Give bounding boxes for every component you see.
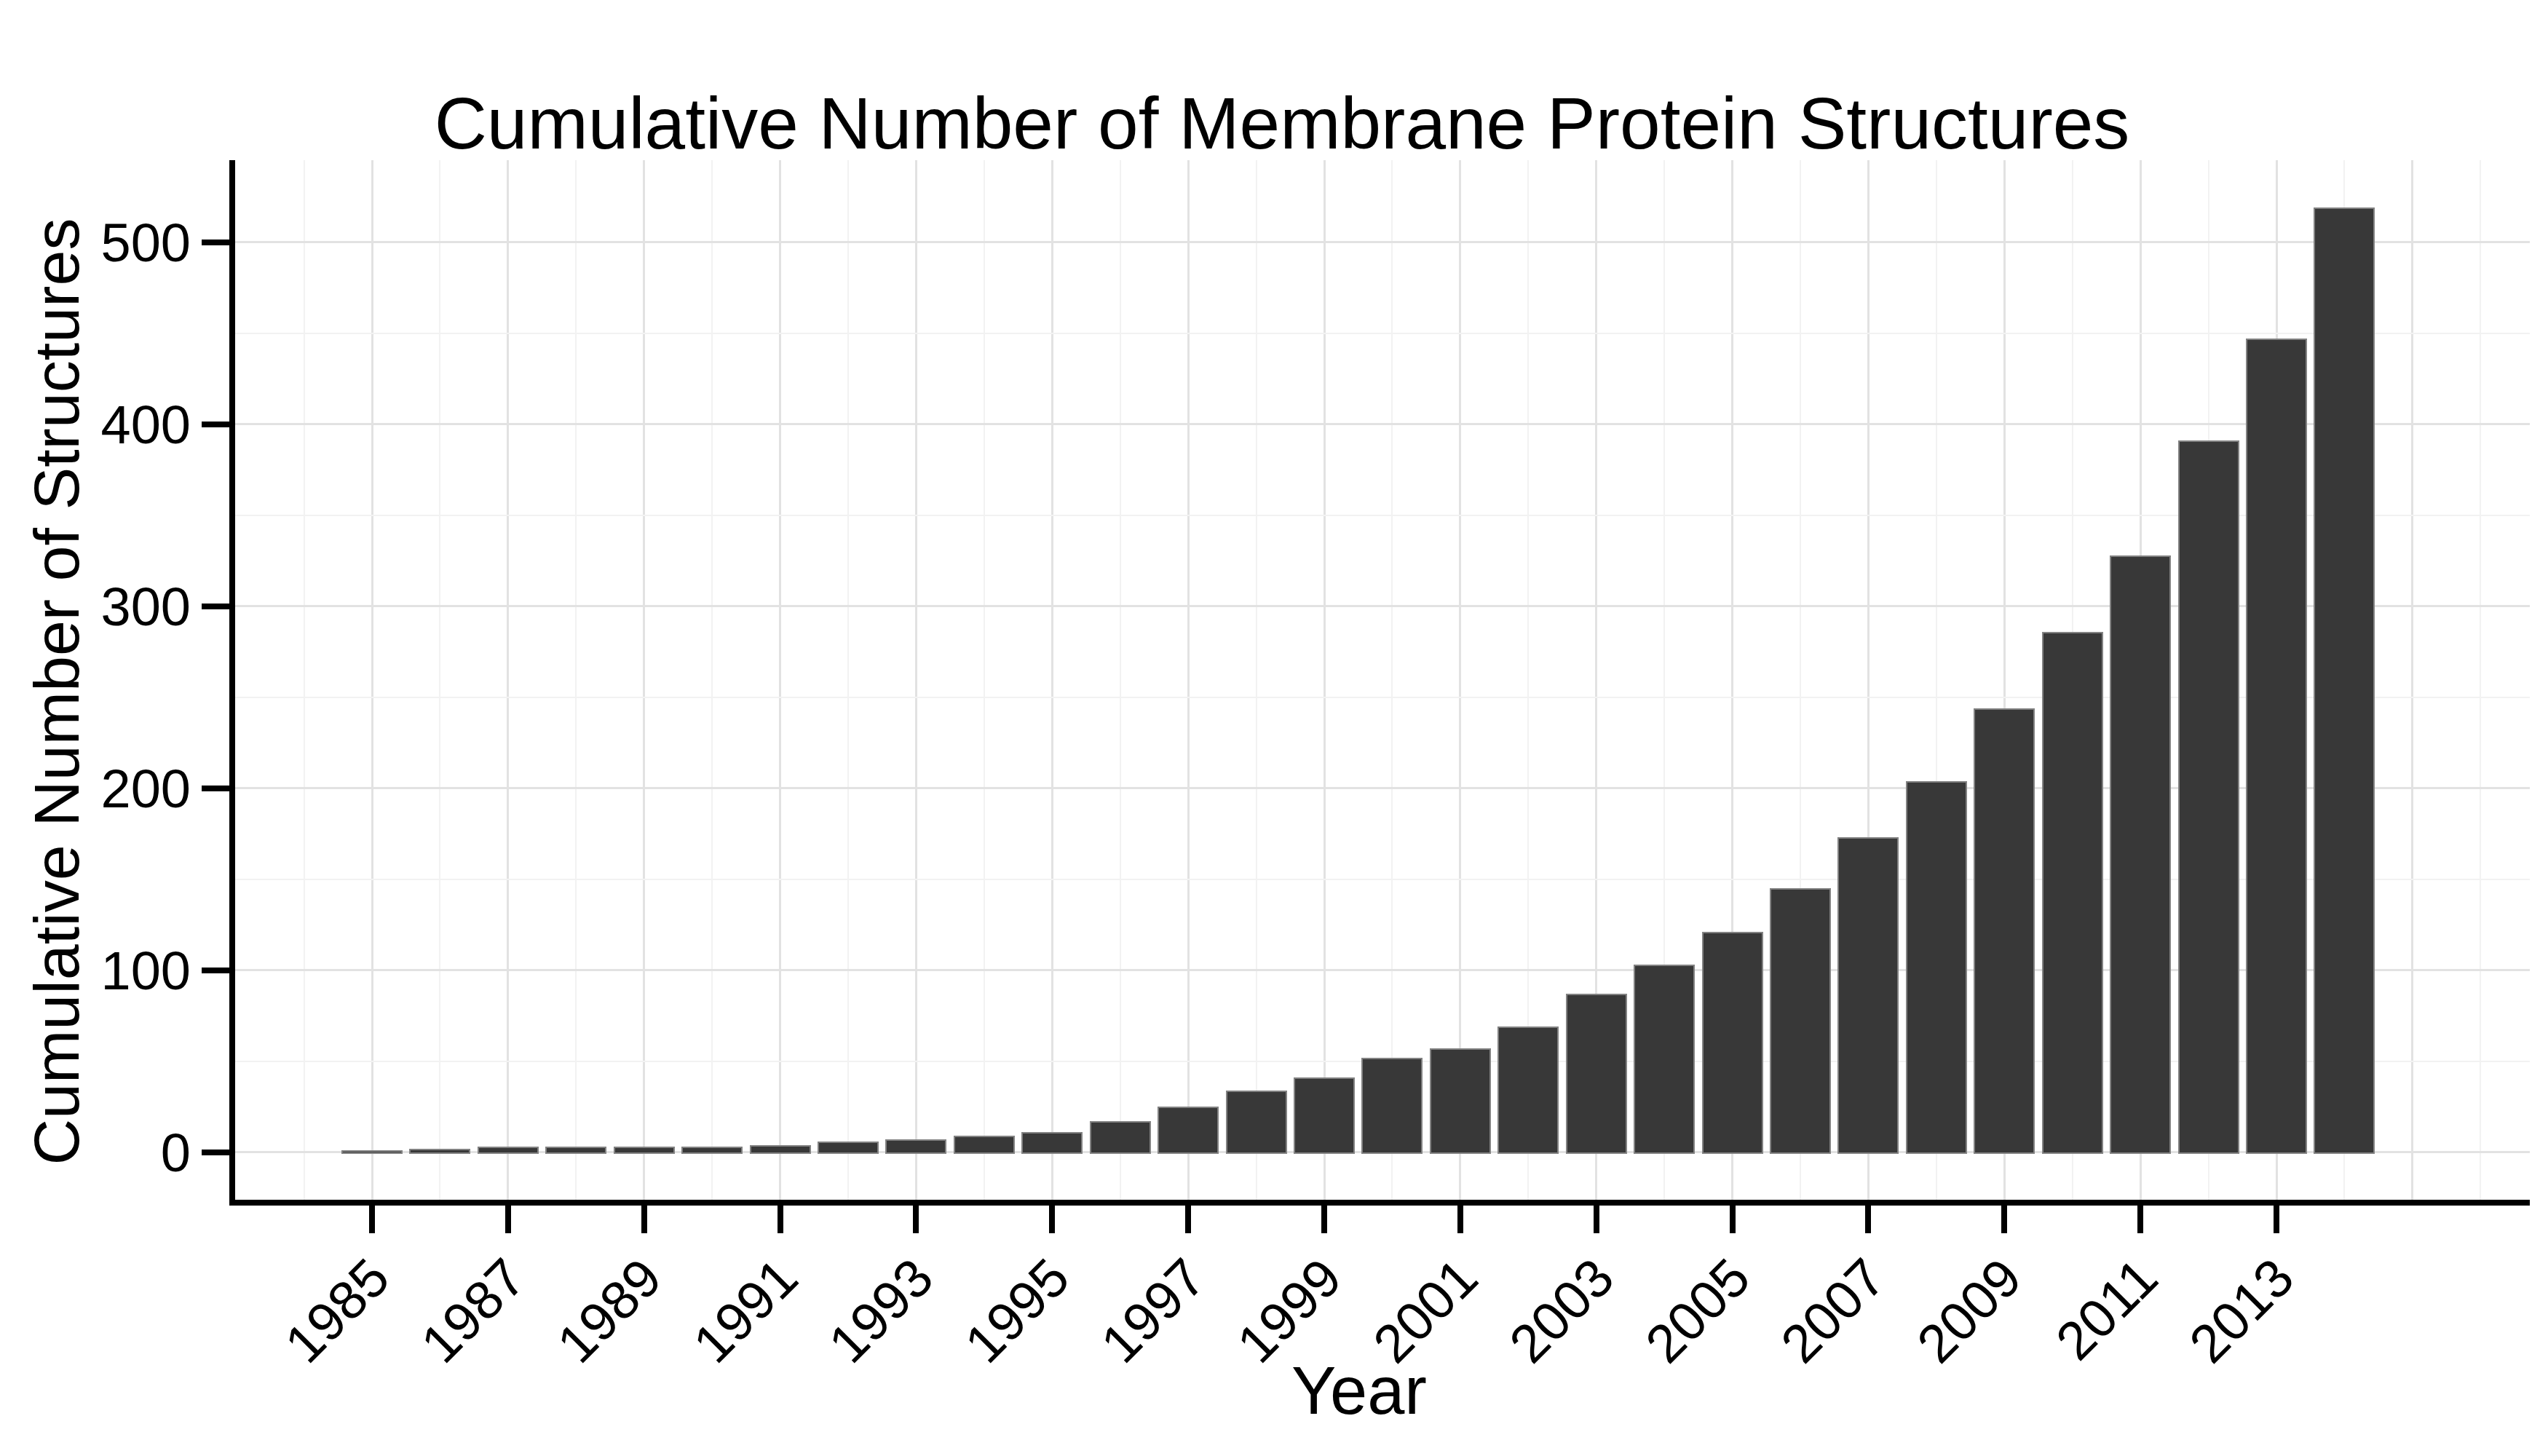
x-tick xyxy=(1185,1206,1191,1233)
bar-1995 xyxy=(1021,1132,1083,1154)
y-tick xyxy=(202,240,231,245)
bar-2014 xyxy=(2314,207,2375,1154)
chart-canvas: Cumulative Number of Membrane Protein St… xyxy=(0,0,2548,1456)
y-tick-label: 400 xyxy=(45,393,191,455)
x-tick xyxy=(2274,1206,2279,1233)
major-gridline-x xyxy=(507,160,509,1200)
x-axis-line xyxy=(229,1200,2530,1206)
major-gridline-y xyxy=(234,423,2530,425)
y-tick xyxy=(202,422,231,427)
x-tick xyxy=(778,1206,783,1233)
bar-1996 xyxy=(1090,1121,1151,1154)
bar-1992 xyxy=(818,1142,879,1155)
bar-2003 xyxy=(1566,994,1627,1154)
y-tick-label: 0 xyxy=(45,1121,191,1183)
bar-1987 xyxy=(478,1147,539,1154)
bar-2013 xyxy=(2246,339,2307,1154)
major-gridline-x xyxy=(1459,160,1461,1200)
y-tick-label: 100 xyxy=(45,939,191,1001)
chart-title: Cumulative Number of Membrane Protein St… xyxy=(435,82,2130,165)
minor-gridline-x xyxy=(304,160,305,1200)
y-axis-title: Cumulative Number of Structures xyxy=(20,218,94,1166)
x-tick xyxy=(641,1206,647,1233)
bar-2000 xyxy=(1361,1058,1423,1155)
x-tick xyxy=(1321,1206,1327,1233)
y-tick-label: 200 xyxy=(45,757,191,819)
minor-gridline-x xyxy=(847,160,849,1200)
y-tick xyxy=(202,786,231,791)
y-tick-label: 300 xyxy=(45,575,191,637)
bar-2012 xyxy=(2178,440,2239,1154)
bar-1993 xyxy=(885,1139,946,1154)
bar-2006 xyxy=(1770,888,1831,1154)
minor-gridline-x xyxy=(984,160,985,1200)
major-gridline-x xyxy=(371,160,373,1200)
major-gridline-x xyxy=(2411,160,2413,1200)
bar-1991 xyxy=(750,1145,811,1155)
bar-1989 xyxy=(614,1147,675,1154)
x-tick xyxy=(1049,1206,1055,1233)
y-tick xyxy=(202,1150,231,1155)
bar-1997 xyxy=(1158,1107,1219,1154)
bar-2010 xyxy=(2042,632,2103,1155)
minor-gridline-x xyxy=(575,160,577,1200)
bar-1994 xyxy=(954,1136,1015,1154)
major-gridline-x xyxy=(779,160,781,1200)
minor-gridline-x xyxy=(1120,160,1121,1200)
bar-2005 xyxy=(1702,932,1763,1154)
major-gridline-x xyxy=(915,160,917,1200)
bar-2001 xyxy=(1430,1048,1491,1154)
bar-1988 xyxy=(545,1147,606,1154)
bar-2011 xyxy=(2110,555,2171,1155)
bar-1998 xyxy=(1226,1091,1287,1155)
minor-gridline-x xyxy=(439,160,440,1200)
bar-2009 xyxy=(1974,708,2035,1155)
major-gridline-x xyxy=(1051,160,1053,1200)
bar-2002 xyxy=(1497,1026,1559,1154)
bar-1990 xyxy=(681,1147,743,1154)
bar-2004 xyxy=(1634,965,1695,1154)
bar-1985 xyxy=(341,1150,403,1154)
minor-gridline-x xyxy=(1391,160,1393,1200)
x-tick xyxy=(2137,1206,2143,1233)
major-gridline-y xyxy=(234,241,2530,243)
bar-2007 xyxy=(1837,837,1899,1154)
y-tick-label: 500 xyxy=(45,211,191,273)
major-gridline-x xyxy=(1187,160,1190,1200)
x-tick xyxy=(1730,1206,1736,1233)
y-tick xyxy=(202,604,231,609)
bar-1999 xyxy=(1294,1077,1355,1154)
x-tick xyxy=(1594,1206,1599,1233)
major-gridline-x xyxy=(1324,160,1326,1200)
y-tick xyxy=(202,968,231,973)
x-tick xyxy=(369,1206,375,1233)
minor-gridline-x xyxy=(1256,160,1257,1200)
major-gridline-x xyxy=(643,160,645,1200)
minor-gridline-x xyxy=(2480,160,2481,1200)
y-axis-line xyxy=(229,160,235,1206)
bar-1986 xyxy=(409,1149,470,1155)
x-tick xyxy=(1865,1206,1871,1233)
plot-area xyxy=(234,160,2530,1200)
x-tick xyxy=(913,1206,919,1233)
x-tick xyxy=(505,1206,511,1233)
minor-gridline-x xyxy=(711,160,713,1200)
bar-2008 xyxy=(1906,781,1967,1155)
x-tick xyxy=(1457,1206,1463,1233)
minor-gridline-y xyxy=(234,333,2530,334)
x-tick xyxy=(2001,1206,2007,1233)
